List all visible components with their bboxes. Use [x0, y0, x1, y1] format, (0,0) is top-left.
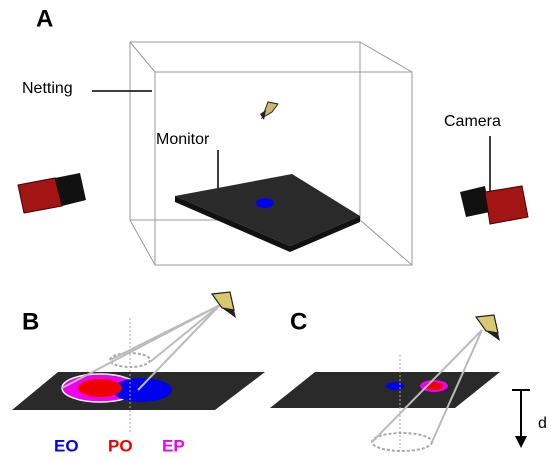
butterfly: [260, 101, 279, 120]
netting-label: Netting: [22, 80, 73, 97]
panel-label: B: [22, 308, 39, 335]
monitor: [175, 174, 360, 252]
legend-entry: PO: [108, 436, 133, 455]
panel-label: A: [36, 5, 53, 32]
legend: EO PO EP: [54, 436, 185, 455]
camera-right: [460, 185, 529, 225]
projection-circle: [371, 432, 433, 452]
floor: [270, 372, 500, 408]
eo-spot: [112, 378, 172, 402]
butterfly: [474, 314, 500, 341]
view-lines: [371, 329, 483, 443]
distance-arrow: [512, 389, 530, 448]
camera-left: [17, 173, 86, 214]
butterfly: [210, 291, 236, 318]
legend-entry: EP: [162, 436, 185, 455]
legend-entry: EO: [54, 436, 79, 455]
po-spot: [78, 379, 122, 397]
monitor-label: Monitor: [156, 131, 210, 148]
camera-label: Camera: [444, 113, 501, 130]
distance-label: d: [538, 415, 547, 432]
eo-spot: [386, 382, 404, 390]
panel-label: C: [290, 308, 307, 335]
view-lines: [61, 304, 221, 391]
